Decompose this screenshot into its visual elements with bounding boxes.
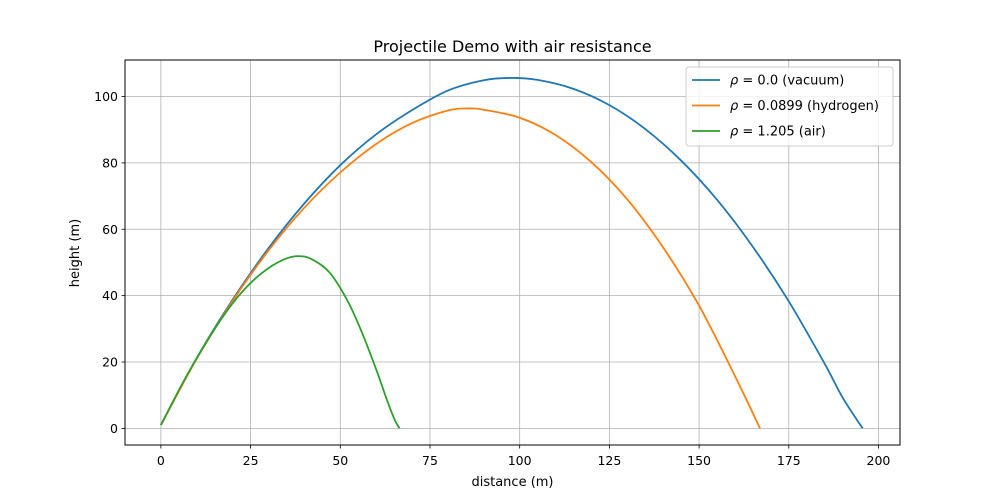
y-tick-label: 20 (102, 355, 118, 370)
y-tick-label: 60 (102, 222, 118, 237)
series-line-1 (160, 107, 761, 429)
x-axis-label: distance (m) (471, 475, 553, 490)
x-tick-label: 100 (508, 453, 532, 468)
axis-ticks: 0 25 50 75 100 125 150 175 200 0 20 40 60 80 100 (94, 89, 890, 468)
legend-label: ρ = 1.205 (air) (730, 125, 826, 140)
legend-box (685, 66, 894, 147)
y-tick-label: 100 (94, 89, 118, 104)
x-tick-label: 200 (867, 453, 891, 468)
x-tick-label: 25 (243, 453, 259, 468)
x-tick-label: 125 (597, 453, 621, 468)
series-lines (160, 77, 864, 429)
legend: ρ = 0.0 (vacuum) ρ = 0.0899 (hydrogen) ρ =… (685, 66, 894, 147)
legend-entries: ρ = 0.0 (vacuum) ρ = 0.0899 (hydrogen) ρ =… (692, 74, 879, 140)
y-tick-label: 40 (102, 288, 118, 303)
x-tick-label: 75 (422, 453, 438, 468)
chart-title: Projectile Demo with air resistance (373, 37, 651, 56)
y-tick-label: 0 (110, 421, 118, 436)
legend-label: ρ = 0.0 (vacuum) (730, 74, 844, 89)
series-line-2 (160, 255, 401, 429)
legend-label: ρ = 0.0899 (hydrogen) (730, 99, 879, 114)
plot-frame (124, 59, 901, 446)
y-axis-label: height (m) (68, 219, 83, 287)
x-tick-label: 0 (157, 453, 165, 468)
x-tick-label: 175 (777, 453, 801, 468)
x-tick-label: 150 (687, 453, 711, 468)
series-line-0 (160, 77, 864, 429)
x-tick-label: 50 (332, 453, 348, 468)
y-tick-label: 80 (102, 155, 118, 170)
